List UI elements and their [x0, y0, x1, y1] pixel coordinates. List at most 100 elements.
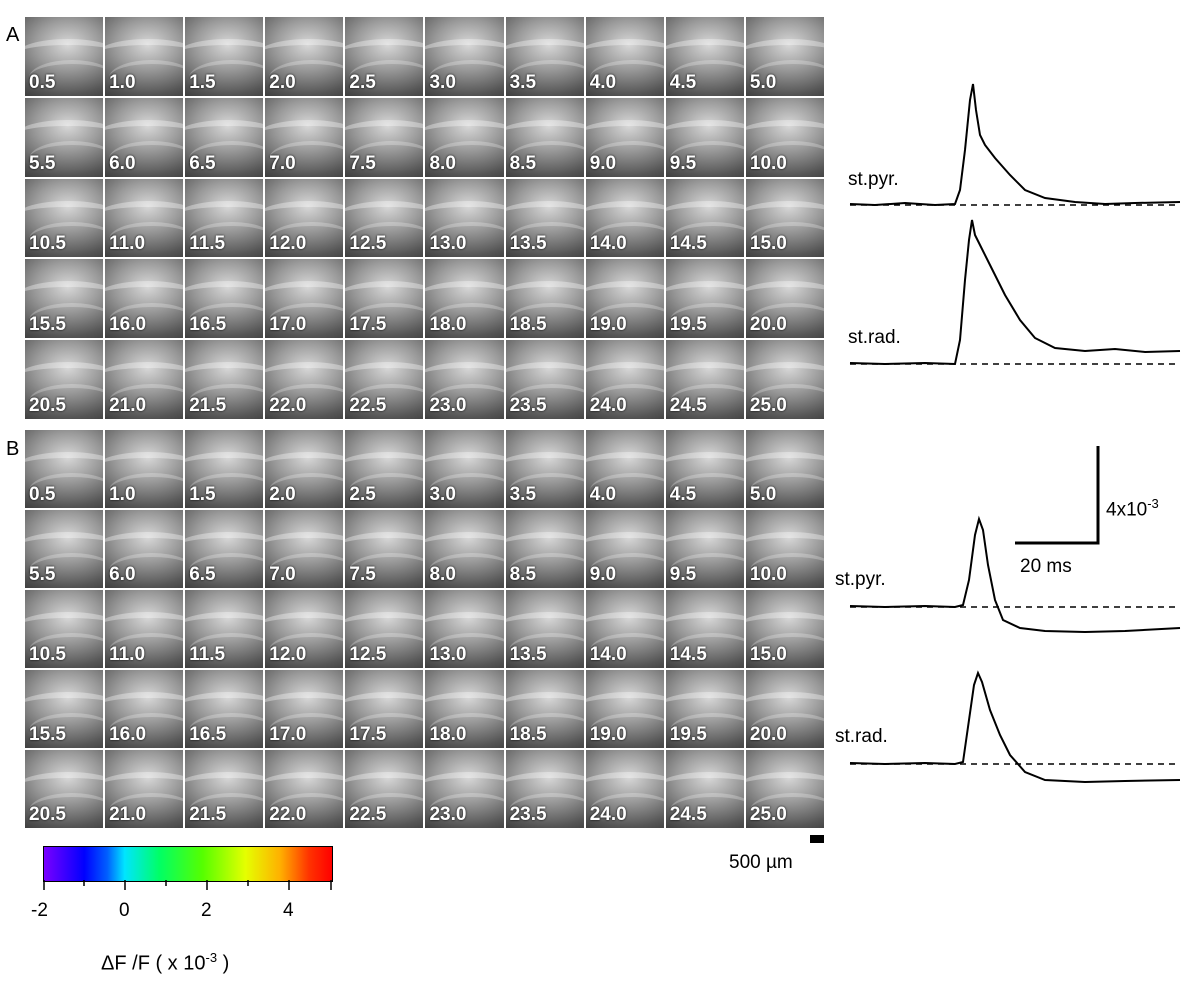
activity-overlay: [30, 608, 100, 628]
image-frame: 8.5: [505, 97, 584, 177]
image-frame: 5.0: [745, 17, 824, 96]
frame-time-label: 2.0: [269, 484, 296, 505]
activity-overlay: [215, 362, 239, 372]
frame-time-label: 11.5: [189, 233, 226, 255]
frame-time-label: 15.5: [29, 314, 66, 336]
image-frame: 14.5: [665, 178, 744, 258]
frame-time-label: 0.5: [29, 71, 56, 93]
frame-time-label: 14.0: [589, 233, 627, 255]
image-frame: 24.0: [585, 340, 664, 419]
activity-overlay: [748, 520, 822, 544]
image-frame: 1.5: [185, 17, 264, 96]
image-frame: 12.5: [345, 178, 424, 258]
image-frame: 3.5: [505, 17, 584, 96]
activity-overlay: [347, 520, 421, 554]
activity-overlay: [532, 279, 576, 295]
activity-overlay: [772, 279, 816, 295]
frame-time-label: 13.5: [509, 233, 547, 255]
frame-time-label: 25.0: [749, 804, 787, 825]
frame-time-label: 9.5: [669, 152, 697, 174]
activity-overlay: [666, 750, 744, 806]
frame-time-label: 12.0: [269, 644, 307, 665]
frame-time-label: 20.5: [29, 804, 66, 825]
activity-overlay: [371, 279, 415, 295]
activity-overlay: [270, 608, 340, 628]
activity-overlay: [25, 750, 103, 806]
activity-overlay: [375, 362, 399, 372]
image-frame: 14.0: [585, 178, 664, 258]
image-frame: 6.5: [185, 97, 264, 177]
frame-time-label: 21.0: [109, 395, 147, 416]
image-frame: 6.0: [105, 510, 184, 588]
activity-overlay: [425, 750, 503, 806]
image-frame: 23.0: [425, 750, 504, 828]
frame-time-label: 9.5: [669, 564, 697, 585]
frame-time-label: 22.0: [269, 804, 307, 825]
frame-time-label: 1.5: [189, 484, 216, 505]
frame-time-label: 24.5: [669, 804, 707, 825]
image-frame: 0.5: [25, 17, 104, 96]
frame-time-label: 20.5: [29, 395, 66, 416]
activity-overlay: [456, 39, 501, 73]
activity-overlay: [425, 670, 503, 726]
image-frame: 21.0: [105, 750, 184, 828]
image-frame: 13.5: [505, 590, 584, 668]
image-frame: 15.5: [25, 670, 104, 748]
activity-overlay: [185, 750, 263, 806]
frame-time-label: 23.5: [509, 395, 547, 416]
frame-time-label: 21.5: [189, 395, 227, 416]
frame-time-label: 15.0: [749, 233, 787, 255]
image-frame: 14.0: [585, 590, 664, 668]
image-frame: 23.5: [505, 750, 584, 828]
frame-time-label: 0.5: [29, 484, 56, 505]
image-frame: 22.0: [265, 340, 344, 419]
activity-overlay: [105, 670, 183, 726]
activity-overlay: [265, 750, 343, 806]
frame-time-label: 22.5: [349, 395, 387, 416]
frame-time-label: 23.0: [429, 395, 467, 416]
frame-time-label: 10.5: [29, 233, 66, 255]
image-frame: 7.0: [265, 97, 344, 177]
image-frame: 9.5: [665, 97, 744, 177]
colorbar-tick-0: 0: [119, 900, 130, 921]
frame-time-label: 16.5: [189, 314, 227, 336]
image-frame: 18.5: [505, 670, 584, 748]
image-frame: 9.0: [585, 97, 664, 177]
activity-overlay: [211, 279, 255, 295]
activity-overlay: [450, 197, 497, 220]
activity-overlay: [369, 197, 419, 221]
trace-st-rad-a: [849, 219, 1181, 366]
activity-overlay: [591, 608, 661, 628]
colorbar-ticks: [43, 880, 332, 890]
frame-time-label: 11.5: [189, 644, 226, 665]
frame-time-label: 23.0: [429, 804, 467, 825]
image-frame: 19.0: [585, 259, 664, 339]
frame-time-label: 11.0: [109, 644, 146, 665]
activity-overlay: [107, 520, 181, 560]
frame-time-label: 19.5: [669, 724, 707, 745]
frame-time-label: 14.5: [669, 233, 707, 255]
colorbar-tick-4: 4: [283, 900, 294, 921]
activity-overlay: [286, 110, 343, 146]
activity-overlay: [27, 520, 101, 562]
activity-overlay: [751, 608, 821, 628]
activity-overlay: [588, 520, 662, 548]
activity-overlay: [345, 750, 423, 806]
image-frame: 18.5: [505, 259, 584, 339]
frame-time-label: 8.0: [429, 564, 456, 585]
trace-label-st-pyr-a: st.pyr.: [848, 169, 899, 190]
frame-time-label: 7.5: [349, 564, 376, 585]
image-frame: 13.0: [425, 178, 504, 258]
activity-overlay: [775, 197, 810, 216]
activity-overlay: [532, 197, 576, 219]
activity-overlay: [616, 362, 640, 372]
activity-overlay: [773, 110, 824, 137]
image-frame: 1.0: [105, 17, 184, 96]
frame-time-label: 14.0: [589, 644, 627, 665]
image-frame: 3.0: [425, 430, 504, 508]
image-frame: 13.5: [505, 178, 584, 258]
frame-time-label: 12.5: [349, 644, 387, 665]
activity-overlay: [692, 110, 744, 138]
frame-time-label: 2.5: [349, 484, 376, 505]
activity-overlay: [291, 279, 335, 295]
